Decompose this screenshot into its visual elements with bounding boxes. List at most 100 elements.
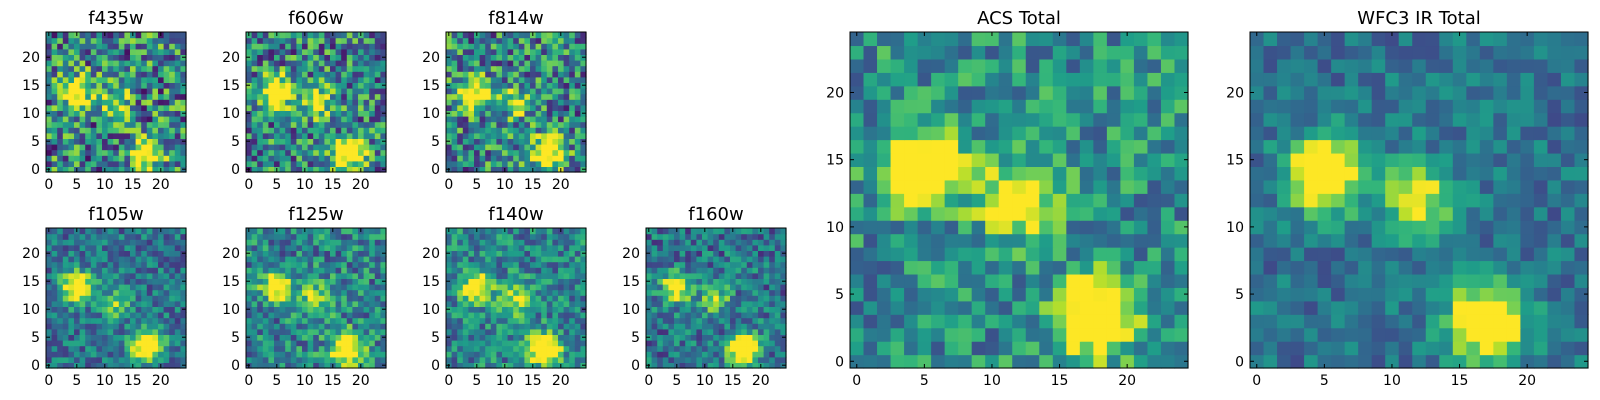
heatmap-cell bbox=[524, 284, 531, 291]
heatmap-cell bbox=[580, 328, 587, 335]
heatmap-cell bbox=[268, 32, 275, 39]
heatmap-cell bbox=[262, 334, 269, 341]
heatmap-cell bbox=[90, 267, 97, 274]
heatmap-cell bbox=[490, 155, 497, 162]
heatmap-cell bbox=[335, 244, 342, 251]
heatmap-cell bbox=[146, 71, 153, 78]
heatmap-cell bbox=[257, 48, 264, 55]
heatmap-cell bbox=[62, 323, 69, 330]
heatmap-cell bbox=[369, 261, 376, 268]
heatmap-cell bbox=[330, 48, 337, 55]
heatmap-cell bbox=[451, 244, 458, 251]
heatmap-cell bbox=[113, 233, 120, 240]
heatmap-cell bbox=[330, 88, 337, 95]
heatmap-cell bbox=[135, 160, 142, 167]
heatmap-cell bbox=[546, 244, 553, 251]
heatmap-cell bbox=[180, 340, 187, 347]
heatmap-cell bbox=[330, 256, 337, 263]
heatmap-cell bbox=[468, 345, 475, 352]
heatmap-cell bbox=[513, 351, 520, 358]
heatmap-cell bbox=[74, 351, 81, 358]
heatmap-cell bbox=[268, 272, 275, 279]
heatmap-cell bbox=[374, 278, 381, 285]
heatmap-cell bbox=[518, 278, 525, 285]
heatmap-cell bbox=[518, 295, 525, 302]
heatmap-cell bbox=[490, 127, 497, 134]
heatmap-cell bbox=[462, 60, 469, 67]
heatmap-cell bbox=[917, 327, 932, 342]
heatmap-cell bbox=[513, 60, 520, 67]
heatmap-cell bbox=[679, 345, 686, 352]
heatmap-cell bbox=[90, 149, 97, 156]
heatmap-cell bbox=[702, 295, 709, 302]
heatmap-cell bbox=[369, 345, 376, 352]
heatmap-cell bbox=[1012, 260, 1027, 275]
heatmap-cell bbox=[690, 289, 697, 296]
x-tick-label: 15 bbox=[324, 177, 342, 193]
heatmap-cell bbox=[74, 104, 81, 111]
heatmap-cell bbox=[324, 306, 331, 313]
heatmap-cell bbox=[346, 93, 353, 100]
heatmap-cell bbox=[318, 256, 325, 263]
heatmap-cell bbox=[274, 267, 281, 274]
heatmap-cell bbox=[296, 43, 303, 50]
heatmap-cell bbox=[262, 110, 269, 117]
heatmap-cell bbox=[118, 155, 125, 162]
heatmap-cell bbox=[68, 104, 75, 111]
heatmap-cell bbox=[57, 121, 64, 128]
heatmap-cell bbox=[668, 278, 675, 285]
heatmap-cell bbox=[62, 244, 69, 251]
heatmap-cell bbox=[468, 149, 475, 156]
heatmap-cell bbox=[457, 306, 464, 313]
heatmap-cell bbox=[741, 362, 748, 369]
heatmap-cell bbox=[307, 295, 314, 302]
heatmap-cell bbox=[90, 144, 97, 151]
heatmap-cell bbox=[485, 278, 492, 285]
heatmap-cell bbox=[446, 312, 453, 319]
heatmap-cell bbox=[85, 127, 92, 134]
heatmap-cell bbox=[518, 71, 525, 78]
heatmap-cell bbox=[74, 267, 81, 274]
heatmap-cell bbox=[850, 341, 865, 356]
heatmap-cell bbox=[496, 116, 503, 123]
heatmap-cell bbox=[113, 239, 120, 246]
heatmap-cell bbox=[558, 43, 565, 50]
heatmap-cell bbox=[507, 82, 514, 89]
heatmap-cell bbox=[324, 32, 331, 39]
heatmap-cell bbox=[141, 65, 148, 72]
heatmap-cell bbox=[468, 144, 475, 151]
heatmap-cell bbox=[158, 48, 165, 55]
heatmap-cell bbox=[657, 340, 664, 347]
heatmap-cell bbox=[741, 300, 748, 307]
heatmap-cell bbox=[462, 37, 469, 44]
heatmap-cell bbox=[446, 261, 453, 268]
heatmap-cell bbox=[363, 317, 370, 324]
heatmap-cell bbox=[330, 233, 337, 240]
heatmap-cell bbox=[141, 362, 148, 369]
heatmap-cell bbox=[863, 247, 878, 262]
heatmap-cell bbox=[541, 323, 548, 330]
heatmap-cell bbox=[580, 43, 587, 50]
heatmap-cell bbox=[746, 256, 753, 263]
heatmap-cell bbox=[341, 110, 348, 117]
heatmap-cell bbox=[696, 306, 703, 313]
heatmap-cell bbox=[535, 48, 542, 55]
heatmap-cell bbox=[79, 71, 86, 78]
heatmap-cell bbox=[57, 356, 64, 363]
heatmap-cell bbox=[290, 323, 297, 330]
heatmap-cell bbox=[118, 54, 125, 61]
heatmap-cell bbox=[174, 37, 181, 44]
heatmap-cell bbox=[668, 351, 675, 358]
heatmap-cell bbox=[324, 116, 331, 123]
heatmap-cell bbox=[535, 110, 542, 117]
heatmap-cell bbox=[158, 54, 165, 61]
heatmap-cell bbox=[268, 244, 275, 251]
heatmap-cell bbox=[262, 300, 269, 307]
heatmap-cell bbox=[313, 261, 320, 268]
heatmap-cell bbox=[741, 284, 748, 291]
heatmap-cell bbox=[451, 60, 458, 67]
heatmap-cell bbox=[490, 300, 497, 307]
heatmap-cell bbox=[474, 267, 481, 274]
heatmap-cell bbox=[580, 345, 587, 352]
